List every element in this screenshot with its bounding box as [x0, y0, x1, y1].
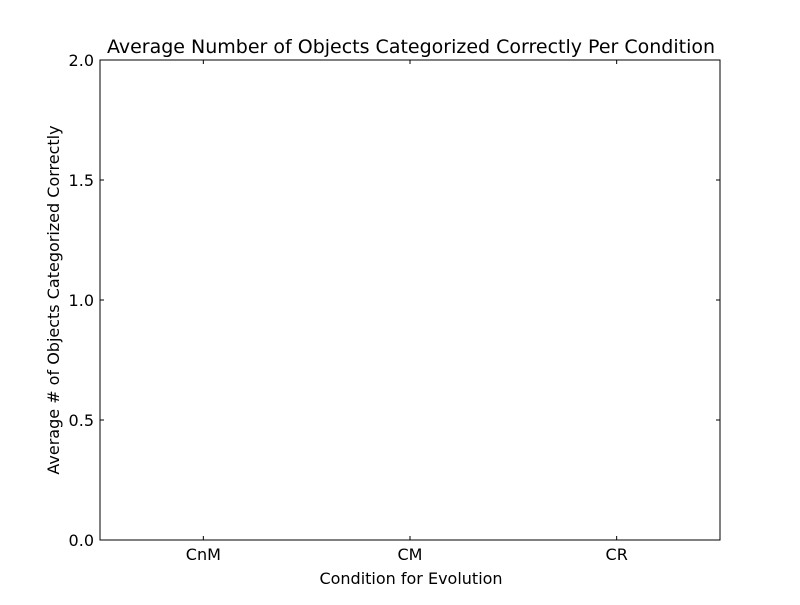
- x-tick-label-cr: CR: [606, 545, 628, 564]
- x-tick-label-cm: CM: [398, 545, 423, 564]
- y-tick-label: 1.5: [69, 171, 94, 190]
- y-tick-label: 0.5: [69, 411, 94, 430]
- chart-title: Average Number of Objects Categorized Co…: [107, 36, 715, 58]
- x-tick-label-cnm: CnM: [186, 545, 221, 564]
- plot-area: [99, 59, 721, 541]
- x-axis-label: Condition for Evolution: [319, 569, 502, 588]
- y-tick-label: 2.0: [69, 51, 94, 70]
- y-axis-ticks: 0.0 0.5 1.0 1.5 2.0: [69, 51, 720, 550]
- x-axis-ticks: CnM CM CR: [186, 60, 628, 564]
- y-axis-label: Average # of Objects Categorized Correct…: [44, 125, 63, 474]
- y-tick-label: 0.0: [69, 531, 94, 550]
- y-tick-label: 1.0: [69, 291, 94, 310]
